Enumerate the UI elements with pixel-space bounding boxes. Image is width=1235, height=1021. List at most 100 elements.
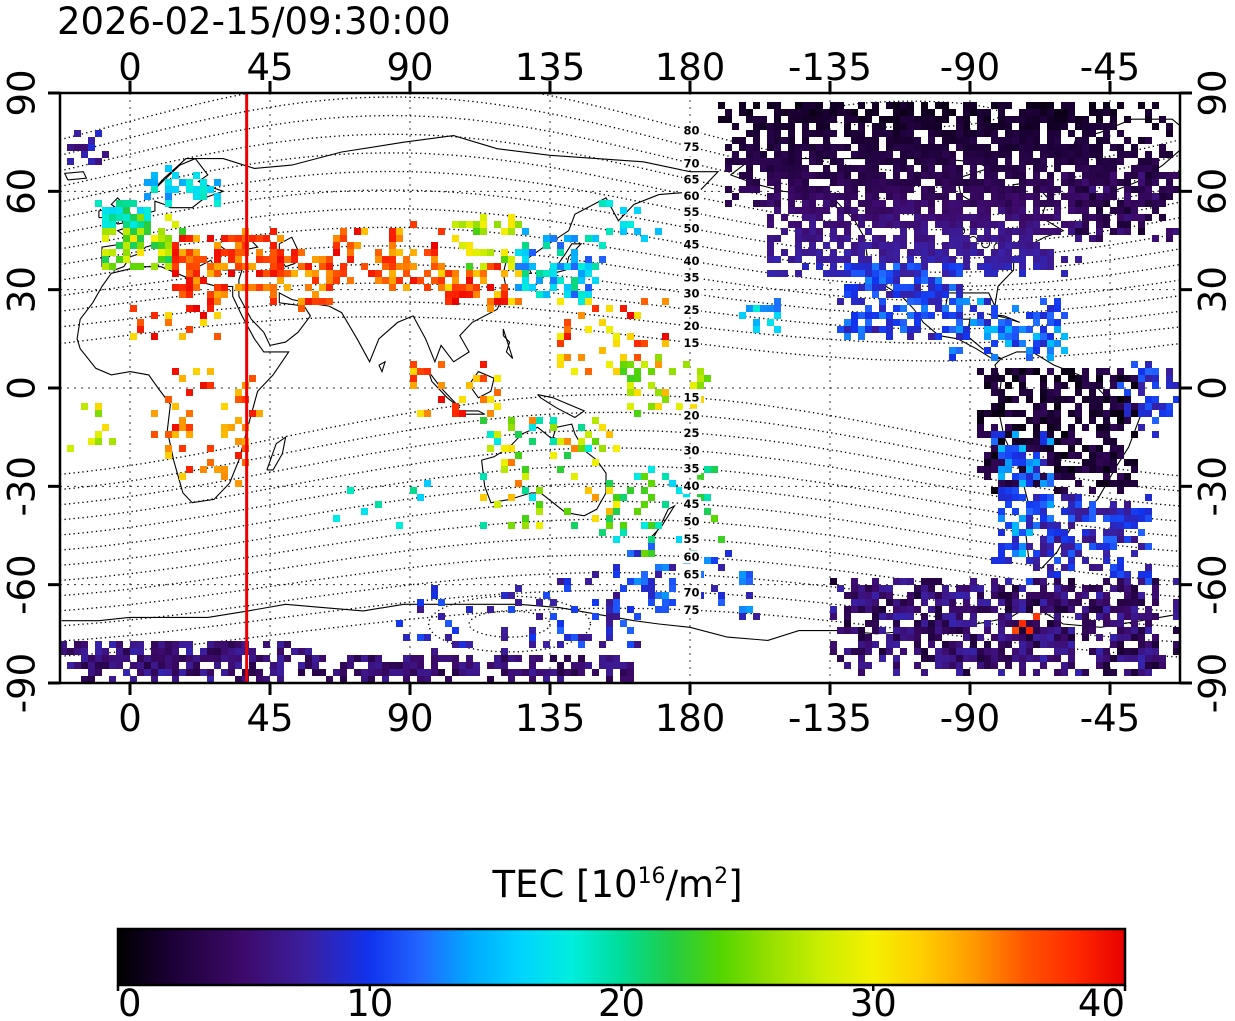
- tec-measurement-pixel: [809, 151, 816, 158]
- tec-measurement-pixel: [1012, 144, 1019, 151]
- tec-measurement-pixel: [1005, 606, 1012, 613]
- tec-measurement-pixel: [1103, 417, 1110, 424]
- tec-measurement-pixel: [179, 284, 186, 291]
- tec-measurement-pixel: [921, 592, 928, 599]
- tec-measurement-pixel: [1019, 606, 1026, 613]
- tec-measurement-pixel: [1082, 634, 1089, 641]
- tec-measurement-pixel: [130, 648, 137, 655]
- tec-measurement-pixel: [998, 396, 1005, 403]
- tec-measurement-pixel: [620, 620, 627, 627]
- tec-measurement-pixel: [718, 599, 725, 606]
- tec-measurement-pixel: [984, 382, 991, 389]
- tec-measurement-pixel: [1110, 403, 1117, 410]
- tec-measurement-pixel: [781, 172, 788, 179]
- tec-measurement-pixel: [585, 662, 592, 669]
- tec-measurement-pixel: [487, 662, 494, 669]
- tec-measurement-pixel: [557, 263, 564, 270]
- tec-measurement-pixel: [956, 270, 963, 277]
- tec-measurement-pixel: [648, 536, 655, 543]
- tec-measurement-pixel: [214, 312, 221, 319]
- tec-measurement-pixel: [200, 312, 207, 319]
- tec-measurement-pixel: [375, 662, 382, 669]
- tec-measurement-pixel: [858, 214, 865, 221]
- tec-measurement-pixel: [1068, 634, 1075, 641]
- tec-measurement-pixel: [165, 193, 172, 200]
- tec-measurement-pixel: [515, 249, 522, 256]
- tec-measurement-pixel: [1117, 452, 1124, 459]
- tec-measurement-pixel: [1117, 487, 1124, 494]
- tec-measurement-pixel: [851, 130, 858, 137]
- tec-measurement-pixel: [1082, 228, 1089, 235]
- tec-measurement-pixel: [130, 333, 137, 340]
- tec-measurement-pixel: [95, 655, 102, 662]
- tec-measurement-pixel: [613, 445, 620, 452]
- tec-measurement-pixel: [984, 116, 991, 123]
- tec-measurement-pixel: [1103, 123, 1110, 130]
- tec-measurement-pixel: [1117, 578, 1124, 585]
- tec-measurement-pixel: [998, 620, 1005, 627]
- tec-measurement-pixel: [1103, 508, 1110, 515]
- tec-measurement-pixel: [606, 326, 613, 333]
- tec-measurement-pixel: [634, 641, 641, 648]
- tec-measurement-pixel: [1012, 326, 1019, 333]
- tec-measurement-pixel: [1131, 620, 1138, 627]
- tec-measurement-pixel: [900, 270, 907, 277]
- tec-measurement-pixel: [1117, 368, 1124, 375]
- tec-measurement-pixel: [284, 256, 291, 263]
- tec-measurement-pixel: [844, 193, 851, 200]
- tec-measurement-pixel: [872, 585, 879, 592]
- tec-measurement-pixel: [445, 634, 452, 641]
- tec-measurement-pixel: [1117, 620, 1124, 627]
- tec-measurement-pixel: [830, 606, 837, 613]
- tec-measurement-pixel: [130, 263, 137, 270]
- tec-measurement-pixel: [550, 424, 557, 431]
- tec-measurement-pixel: [1145, 116, 1152, 123]
- tec-measurement-pixel: [368, 655, 375, 662]
- tec-measurement-pixel: [613, 368, 620, 375]
- tec-measurement-pixel: [95, 438, 102, 445]
- tec-measurement-pixel: [1068, 508, 1075, 515]
- tec-measurement-pixel: [487, 298, 494, 305]
- contour-line: [60, 482, 1180, 552]
- tec-measurement-pixel: [459, 221, 466, 228]
- tec-measurement-pixel: [424, 634, 431, 641]
- tec-measurement-pixel: [179, 179, 186, 186]
- tec-measurement-pixel: [1082, 592, 1089, 599]
- tec-measurement-pixel: [1026, 235, 1033, 242]
- tec-measurement-pixel: [1117, 557, 1124, 564]
- tec-measurement-pixel: [557, 340, 564, 347]
- tec-measurement-pixel: [1040, 438, 1047, 445]
- tec-measurement-pixel: [109, 214, 116, 221]
- tec-measurement-pixel: [564, 634, 571, 641]
- tec-measurement-pixel: [1068, 501, 1075, 508]
- tec-measurement-pixel: [627, 641, 634, 648]
- tec-measurement-pixel: [585, 284, 592, 291]
- tec-measurement-pixel: [830, 228, 837, 235]
- tec-measurement-pixel: [893, 662, 900, 669]
- tec-measurement-pixel: [1068, 396, 1075, 403]
- tec-measurement-pixel: [837, 655, 844, 662]
- tec-measurement-pixel: [1005, 494, 1012, 501]
- tec-measurement-pixel: [851, 151, 858, 158]
- tec-measurement-pixel: [1054, 305, 1061, 312]
- tec-measurement-pixel: [844, 592, 851, 599]
- tec-measurement-pixel: [1124, 193, 1131, 200]
- tec-measurement-pixel: [837, 179, 844, 186]
- tec-measurement-pixel: [998, 151, 1005, 158]
- tec-measurement-pixel: [249, 375, 256, 382]
- tec-measurement-pixel: [823, 193, 830, 200]
- tec-measurement-pixel: [879, 648, 886, 655]
- tec-measurement-pixel: [564, 585, 571, 592]
- tec-measurement-pixel: [1005, 543, 1012, 550]
- tec-measurement-pixel: [816, 228, 823, 235]
- tec-measurement-pixel: [1047, 655, 1054, 662]
- tec-measurement-pixel: [1026, 578, 1033, 585]
- tec-measurement-pixel: [564, 319, 571, 326]
- tec-measurement-pixel: [585, 263, 592, 270]
- tec-measurement-pixel: [1054, 634, 1061, 641]
- tec-measurement-pixel: [186, 410, 193, 417]
- tec-measurement-pixel: [739, 172, 746, 179]
- tec-measurement-pixel: [949, 270, 956, 277]
- tec-measurement-pixel: [1047, 501, 1054, 508]
- tec-measurement-pixel: [935, 130, 942, 137]
